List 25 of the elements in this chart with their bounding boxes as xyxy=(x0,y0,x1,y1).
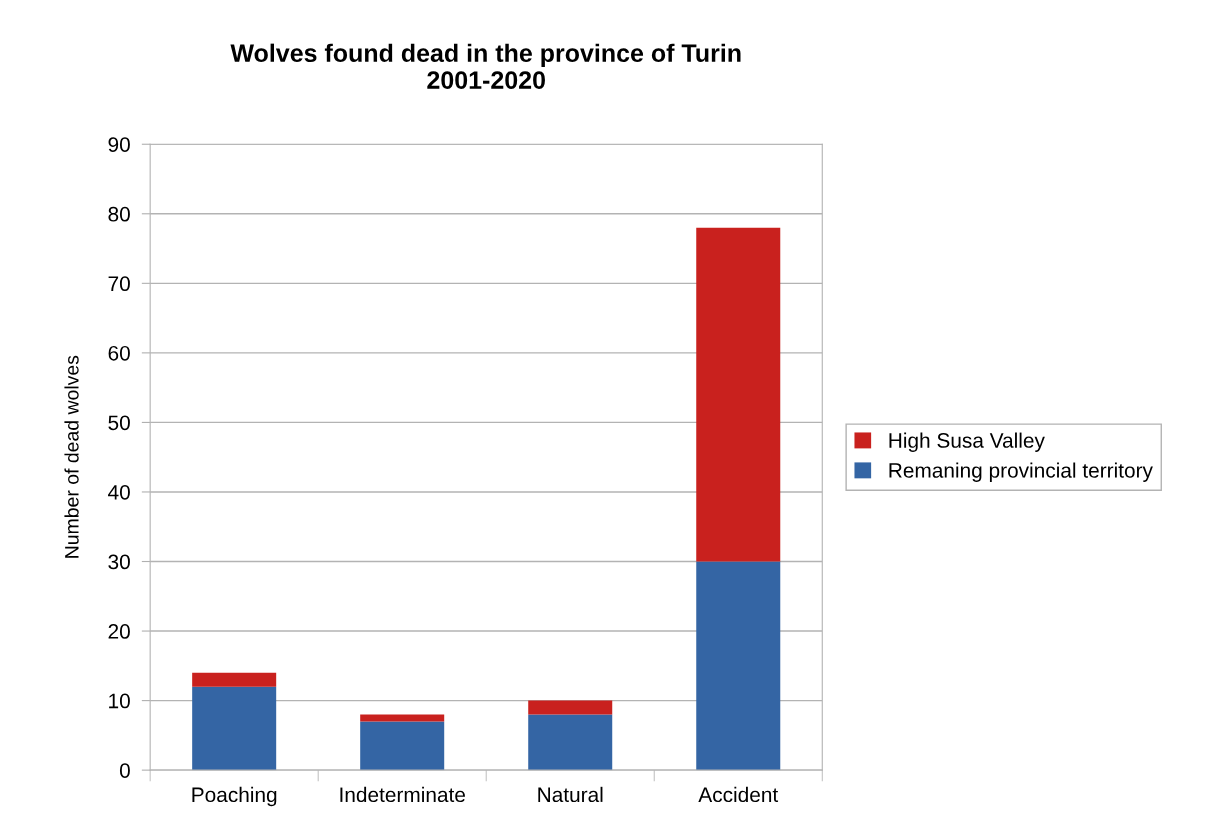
y-tick-label: 80 xyxy=(108,206,130,222)
y-axis-title: Number of dead wolves xyxy=(64,355,79,558)
legend-label: High Susa Valley xyxy=(889,432,1045,452)
y-tick-label: 70 xyxy=(108,276,130,292)
x-tick-label: Natural xyxy=(538,786,603,803)
bar xyxy=(696,227,781,562)
y-tick-label: 30 xyxy=(108,554,130,570)
bar xyxy=(360,721,445,771)
x-tick-label: Accident xyxy=(698,786,779,803)
y-tick-label: 60 xyxy=(108,345,130,361)
x-tick-label: Indeterminate xyxy=(340,786,465,803)
bar xyxy=(528,714,613,771)
y-tick-label: 50 xyxy=(108,415,130,431)
bar xyxy=(528,700,613,715)
y-tick-label: 40 xyxy=(108,484,130,500)
y-tick-label: 20 xyxy=(108,624,130,639)
chart-title: Wolves found dead in the province of Turin 2001-2020 xyxy=(230,43,741,89)
bar xyxy=(696,561,781,771)
x-tick-label: Poaching xyxy=(192,786,277,807)
bar xyxy=(192,686,277,771)
legend-label: Remaning provincial territory xyxy=(889,462,1153,482)
bar xyxy=(192,672,277,687)
y-tick-label: 10 xyxy=(109,693,130,709)
y-tick-label: 0 xyxy=(119,763,130,778)
y-tick-label: 90 xyxy=(108,137,130,152)
